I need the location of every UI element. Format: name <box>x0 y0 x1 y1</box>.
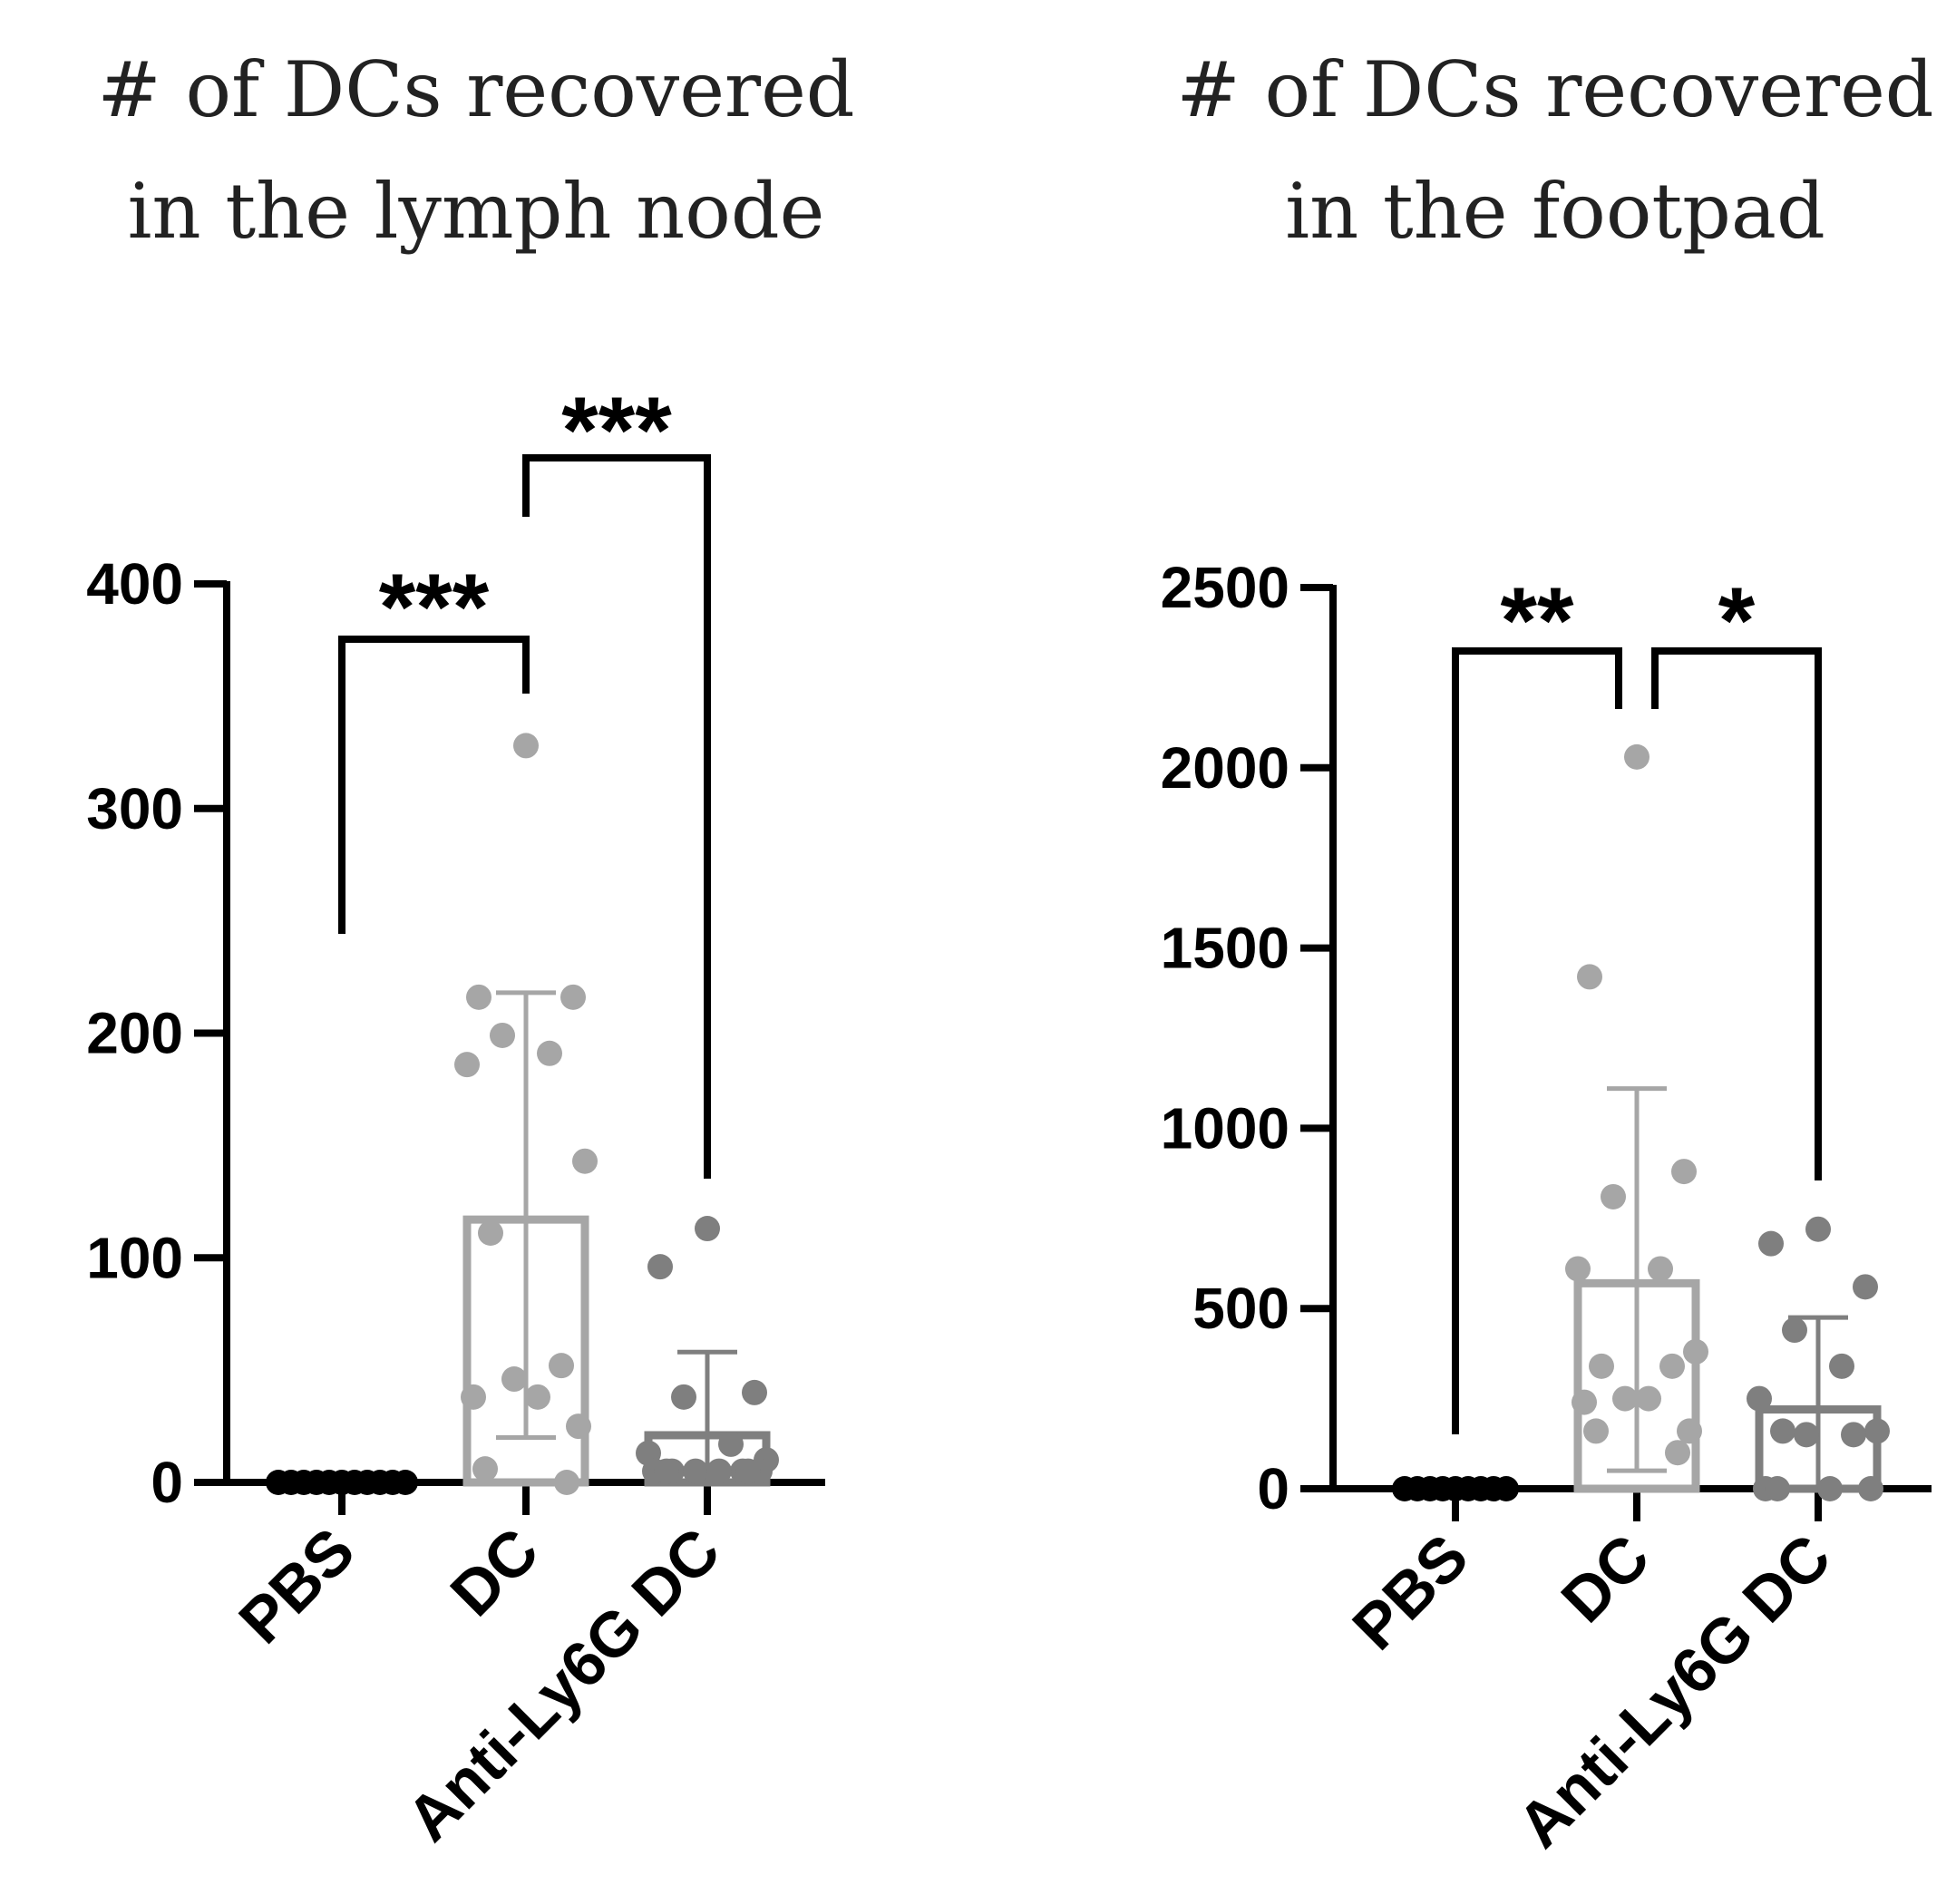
panel-footpad: # of DCs recovered in the footpad 0 500 10… <box>1161 45 1934 1861</box>
data-point <box>1636 1385 1661 1412</box>
data-point <box>537 1040 562 1066</box>
data-point <box>525 1384 550 1410</box>
data-point <box>1770 1418 1795 1444</box>
y-tick-label: 0 <box>151 1450 183 1515</box>
data-point <box>1624 743 1649 770</box>
data-point <box>1572 1389 1597 1415</box>
data-point <box>554 1470 579 1495</box>
data-point <box>560 984 586 1010</box>
data-point <box>1648 1256 1673 1282</box>
data-point <box>718 1431 744 1457</box>
data-point <box>472 1456 498 1482</box>
y-tick-label: 200 <box>86 1001 183 1066</box>
x-tick-label: DC <box>437 1514 552 1629</box>
data-point <box>1841 1422 1866 1448</box>
x-tick-label: PBS <box>226 1514 368 1656</box>
data-point <box>1659 1353 1685 1379</box>
data-point <box>454 1052 480 1078</box>
data-point <box>1747 1385 1772 1412</box>
data-point <box>1782 1317 1807 1344</box>
panel-lymph-node: # of DCs recovered in the lymph node 0 10… <box>86 45 854 1855</box>
data-point <box>1612 1385 1638 1412</box>
data-point <box>1565 1256 1591 1282</box>
data-point <box>461 1384 486 1410</box>
chart-title-line-1: # of DCs recovered <box>97 45 854 134</box>
data-point <box>490 1022 515 1048</box>
y-tick-label: 300 <box>86 776 183 841</box>
significance-label: ** <box>1501 568 1574 674</box>
data-point <box>466 984 491 1010</box>
data-point <box>1665 1440 1690 1466</box>
data-point <box>1601 1183 1626 1209</box>
data-point <box>501 1366 527 1393</box>
data-point <box>478 1219 503 1246</box>
data-point <box>706 1458 732 1484</box>
data-point <box>1805 1216 1831 1242</box>
data-point <box>566 1413 591 1440</box>
data-point <box>393 1470 418 1495</box>
data-point <box>1758 1230 1784 1257</box>
y-tick-label: 1000 <box>1161 1095 1289 1161</box>
data-point <box>647 1254 673 1280</box>
chart-title-line-2: in the footpad <box>1285 167 1825 256</box>
data-point <box>683 1458 708 1484</box>
data-point <box>1683 1338 1708 1365</box>
significance-label: *** <box>561 378 672 483</box>
data-point <box>549 1353 574 1379</box>
significance-bracket <box>1651 647 1822 1180</box>
data-point <box>735 1458 761 1484</box>
x-tick-label: PBS <box>1339 1520 1482 1663</box>
data-point <box>654 1458 679 1484</box>
data-point <box>1765 1476 1790 1501</box>
data-point <box>1864 1418 1890 1444</box>
y-axis-ticks: 0 500 1000 1500 2000 2500 <box>1161 555 1333 1521</box>
data-point <box>1583 1418 1609 1444</box>
data-point <box>513 733 539 759</box>
chart-title-line-1: # of DCs recovered <box>1176 45 1933 134</box>
significance-annotations: *** *** <box>338 378 711 1179</box>
data-point <box>1794 1422 1819 1448</box>
data-point <box>671 1384 696 1410</box>
data-point <box>1677 1418 1702 1444</box>
x-tick-label: Anti-Ly6G DC <box>1504 1520 1844 1860</box>
significance-bracket <box>338 636 530 934</box>
y-tick-label: 0 <box>1257 1456 1289 1521</box>
data-point <box>1853 1274 1878 1300</box>
significance-bracket <box>522 454 711 1179</box>
plot-area <box>223 581 825 1515</box>
data-point <box>1494 1476 1519 1501</box>
y-tick-label: 100 <box>86 1225 183 1290</box>
y-tick-label: 400 <box>86 551 183 617</box>
data-point <box>1671 1159 1697 1185</box>
significance-label: * <box>1718 568 1756 674</box>
x-tick-label: Anti-Ly6G DC <box>394 1514 734 1854</box>
significance-label: *** <box>379 555 490 660</box>
data-point <box>695 1216 720 1242</box>
significance-bracket <box>1452 647 1622 1434</box>
significance-annotations: ** * <box>1452 568 1822 1434</box>
data-point <box>742 1379 767 1405</box>
data-point <box>1817 1476 1843 1501</box>
y-tick-label: 500 <box>1192 1276 1289 1341</box>
y-tick-label: 1500 <box>1161 916 1289 981</box>
y-tick-label: 2500 <box>1161 555 1289 620</box>
data-point <box>1858 1476 1883 1501</box>
x-tick-label: DC <box>1548 1520 1663 1636</box>
y-tick-label: 2000 <box>1161 735 1289 801</box>
data-point <box>1589 1353 1614 1379</box>
chart-title-line-2: in the lymph node <box>128 167 825 256</box>
data-point <box>1577 964 1602 990</box>
y-axis-ticks: 0 100 200 300 400 <box>86 551 227 1515</box>
plot-area <box>1329 585 1932 1521</box>
data-point <box>1829 1353 1854 1379</box>
data-point <box>572 1148 598 1174</box>
